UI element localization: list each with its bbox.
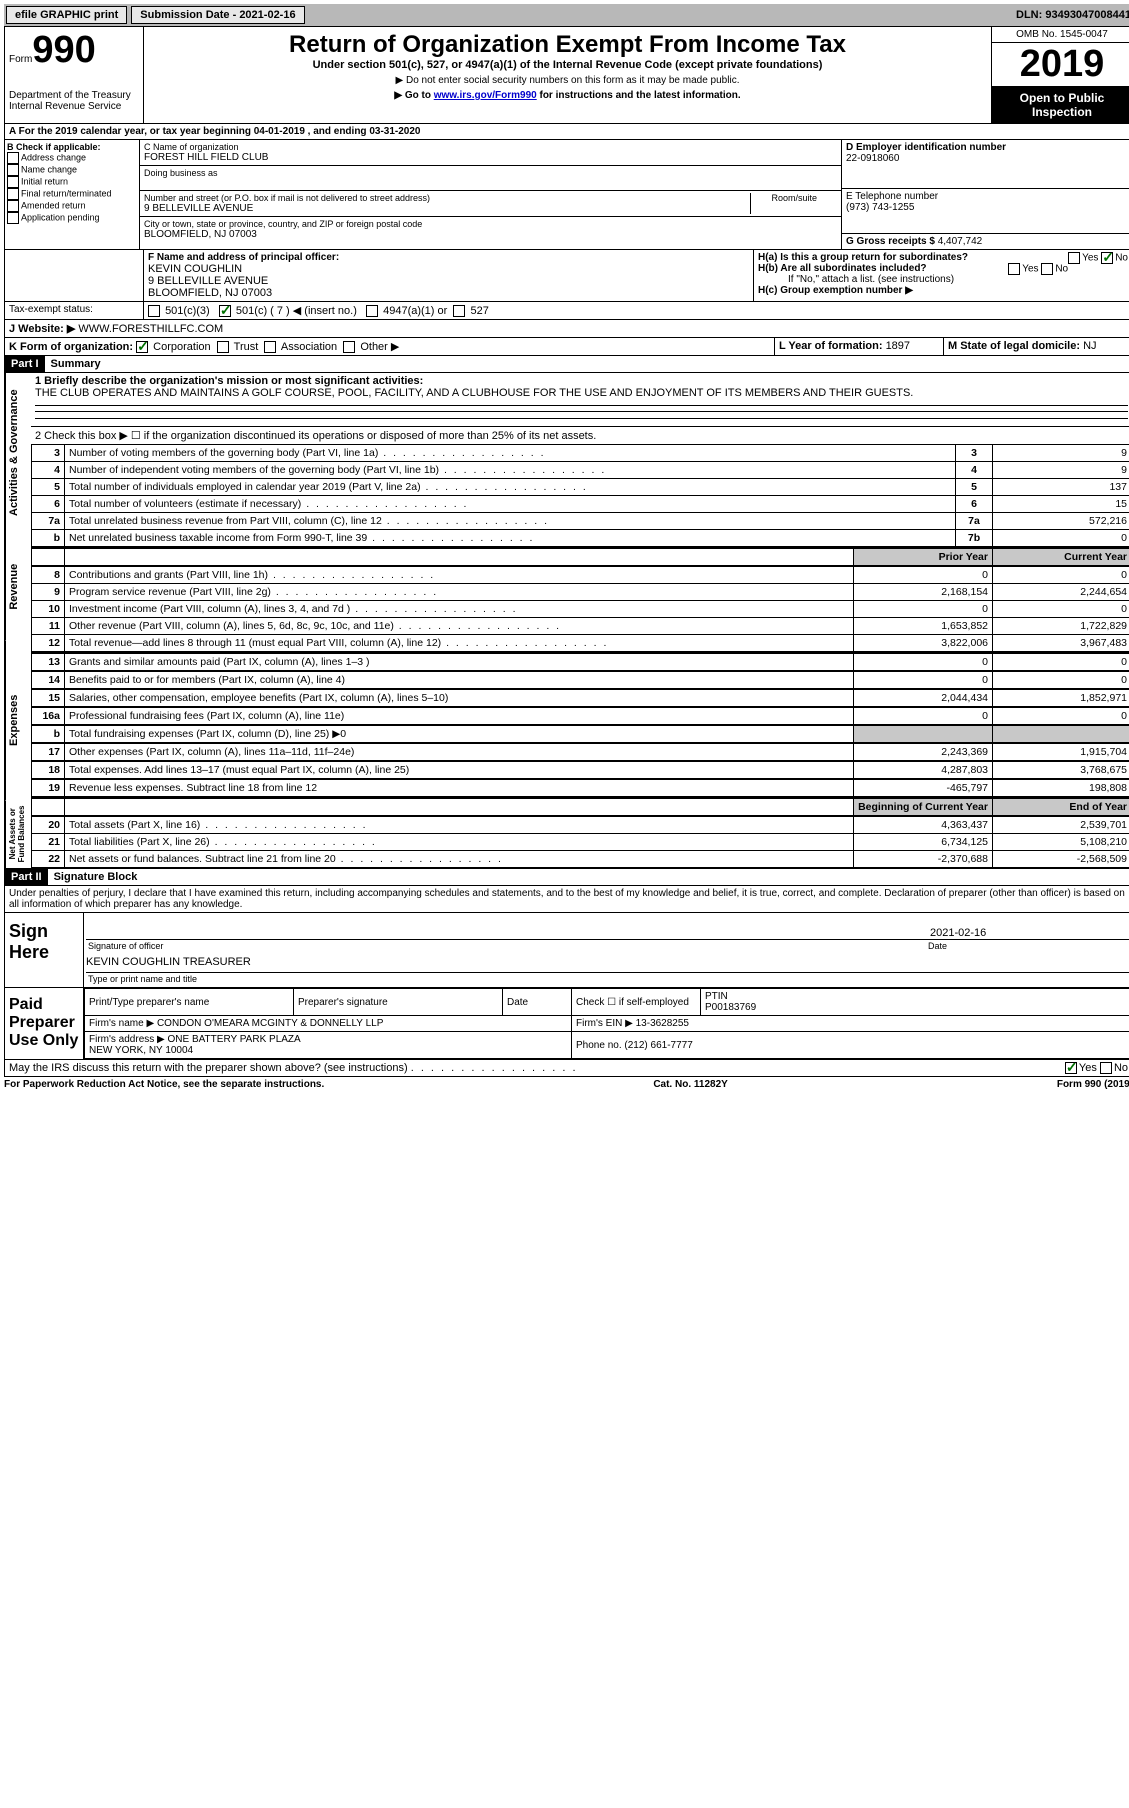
section-fh: F Name and address of principal officer:… [4,250,1129,302]
form-title: Return of Organization Exempt From Incom… [148,31,987,59]
form-word: Form [9,54,32,65]
gross-receipts: 4,407,742 [938,236,983,247]
dept-treasury: Department of the Treasury Internal Reve… [9,90,139,112]
revenue-table: 8Contributions and grants (Part VIII, li… [31,566,1129,652]
box-c: C Name of organization FOREST HILL FIELD… [140,140,841,249]
net-header: Beginning of Current YearEnd of Year [31,797,1129,816]
form-header: Form990 Department of the Treasury Inter… [4,26,1129,124]
note-ssn: ▶ Do not enter social security numbers o… [148,75,987,86]
open-to-public: Open to Public Inspection [992,87,1129,123]
box-klm: K Form of organization: Corporation Trus… [4,338,1129,356]
irs-link[interactable]: www.irs.gov/Form990 [434,90,537,101]
page-footer: For Paperwork Reduction Act Notice, see … [4,1077,1129,1092]
officer-name-title: KEVIN COUGHLIN TREASURER [86,952,1129,972]
top-bar: efile GRAPHIC print Submission Date - 20… [4,4,1129,26]
part2-header: Part II Signature Block [4,869,1129,886]
ptin: P00183769 [705,1002,756,1013]
mission-text: THE CLUB OPERATES AND MAINTAINS A GOLF C… [35,387,1128,399]
dln: DLN: 93493047008441 [1016,9,1129,21]
org-name: FOREST HILL FIELD CLUB [144,152,837,163]
expenses-table: 13Grants and similar amounts paid (Part … [31,652,1129,797]
part1-body: Activities & Governance Revenue Expenses… [4,373,1129,869]
website: WWW.FORESTHILLFC.COM [78,323,223,335]
efile-button[interactable]: efile GRAPHIC print [6,6,127,24]
box-j: J Website: ▶ WWW.FORESTHILLFC.COM [4,320,1129,338]
firm-phone: (212) 661-7777 [624,1040,692,1051]
note-link: ▶ Go to www.irs.gov/Form990 for instruct… [148,90,987,101]
governance-table: 3Number of voting members of the governi… [31,444,1129,547]
line-a: A For the 2019 calendar year, or tax yea… [4,124,1129,140]
net-assets-table: 20Total assets (Part X, line 16)4,363,43… [31,816,1129,868]
box-i: Tax-exempt status: 501(c)(3) 501(c) ( 7 … [4,302,1129,320]
telephone: (973) 743-1255 [846,202,1128,213]
preparer-table: Print/Type preparer's name Preparer's si… [84,988,1129,1059]
revenue-header: Prior YearCurrent Year [31,547,1129,566]
box-b: B Check if applicable: Address change Na… [5,140,140,249]
firm-ein: 13-3628255 [636,1018,689,1029]
box-deg: D Employer identification number 22-0918… [841,140,1129,249]
signature-block: Under penalties of perjury, I declare th… [4,886,1129,1077]
officer-name: KEVIN COUGHLIN [148,263,749,275]
part1-header: Part I Summary [4,356,1129,373]
submission-date: Submission Date - 2021-02-16 [131,6,304,24]
section-bcd: B Check if applicable: Address change Na… [4,140,1129,250]
org-address: 9 BELLEVILLE AVENUE [144,203,750,214]
form-number: 990 [32,29,95,71]
tax-year: 2019 [992,43,1129,87]
firm-name: CONDON O'MEARA MCGINTY & DONNELLY LLP [157,1018,383,1029]
ein: 22-0918060 [846,153,1128,164]
omb-number: OMB No. 1545-0047 [992,27,1129,43]
form-subtitle: Under section 501(c), 527, or 4947(a)(1)… [148,59,987,71]
org-city: BLOOMFIELD, NJ 07003 [144,229,837,240]
